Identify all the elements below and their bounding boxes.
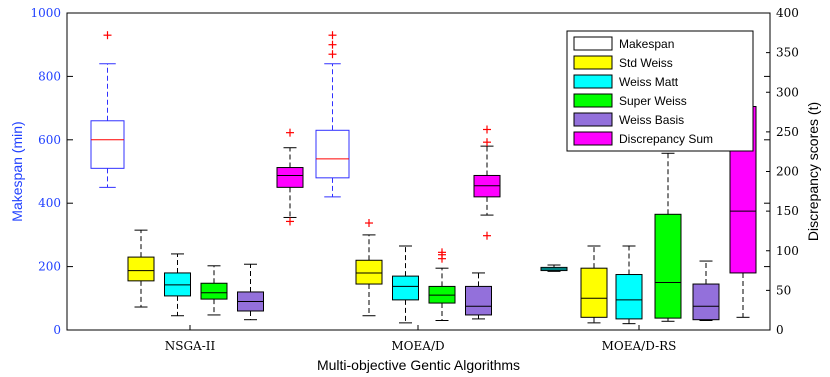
outlier-marker xyxy=(286,128,294,137)
box-super-weiss xyxy=(200,265,228,316)
x-tick-label: MOEA/D-RS xyxy=(602,339,677,353)
y-right-tick-label: 350 xyxy=(776,46,799,60)
y-right-tick-label: 0 xyxy=(776,323,784,337)
legend-swatch xyxy=(573,55,613,70)
y-left-tick-label: 800 xyxy=(38,69,61,83)
outlier-marker xyxy=(438,248,446,257)
box-body xyxy=(392,275,419,301)
x-axis-label: Multi-objective Gentic Algorithms xyxy=(317,357,520,373)
legend-label: Std Weiss xyxy=(619,56,673,70)
box-weiss-matt xyxy=(615,245,643,325)
legend: Makespan Std Weiss Weiss Matt Super Weiss We… xyxy=(566,30,754,152)
box-super-weiss xyxy=(654,152,682,322)
outlier-marker xyxy=(483,125,491,134)
box-weiss-basis xyxy=(692,260,720,321)
y-right-tick-label: 150 xyxy=(776,204,799,218)
legend-label: Weiss Matt xyxy=(619,75,679,89)
box-weiss-matt xyxy=(164,253,191,317)
box-discrepancy-sum xyxy=(473,125,501,240)
y-axis-right-label: Discrepancy scores (t) xyxy=(805,102,821,241)
y-left-tick-label: 600 xyxy=(38,133,61,147)
outlier-marker xyxy=(483,138,491,147)
outlier-marker xyxy=(328,40,337,49)
box-body xyxy=(127,256,155,282)
x-tick-label: NSGA-II xyxy=(165,339,216,353)
plot-area xyxy=(90,31,757,325)
box-body xyxy=(355,259,383,285)
box-weiss-matt xyxy=(540,264,568,272)
box-body xyxy=(615,274,643,320)
legend-label: Makespan xyxy=(619,37,674,51)
x-tick-label: MOEA/D xyxy=(391,339,444,353)
legend-swatch xyxy=(573,36,613,51)
box-body xyxy=(90,120,125,169)
outlier-marker xyxy=(483,231,491,240)
y-left-tick-label: 400 xyxy=(38,196,61,210)
outlier-marker xyxy=(286,217,294,226)
box-discrepancy-sum xyxy=(276,128,304,226)
box-std-weiss xyxy=(580,245,608,324)
legend-swatch xyxy=(573,74,613,89)
box-body xyxy=(692,283,720,321)
box-weiss-basis xyxy=(465,272,492,320)
y-right-tick-label: 200 xyxy=(776,165,799,179)
box-body xyxy=(276,167,304,188)
box-weiss-matt xyxy=(392,245,419,324)
box-std-weiss xyxy=(355,219,383,317)
legend-swatch xyxy=(573,112,613,127)
y-right-tick-label: 50 xyxy=(776,283,791,297)
box-body xyxy=(465,285,492,316)
y-axis-left-label: Makespan (min) xyxy=(9,121,25,221)
legend-swatch xyxy=(573,93,613,108)
outlier-marker xyxy=(328,50,337,59)
box-body xyxy=(654,213,682,319)
y-right-tick-label: 400 xyxy=(776,6,799,20)
box-makespan xyxy=(315,31,350,198)
y-left-tick-label: 0 xyxy=(53,323,61,337)
box-weiss-basis xyxy=(237,263,264,321)
axes: 0 200 400 600 800 1000 0 50 100 150 200 250 300 350 40… xyxy=(30,6,798,353)
legend-label: Discrepancy Sum xyxy=(619,132,713,146)
y-right-tick-label: 100 xyxy=(776,244,799,258)
box-body xyxy=(315,129,350,179)
outlier-marker xyxy=(103,31,112,40)
legend-frame xyxy=(566,30,754,152)
y-right-tick-label: 250 xyxy=(776,125,799,139)
y-right-tick-label: 300 xyxy=(776,85,799,99)
box-super-weiss xyxy=(428,248,456,321)
legend-label: Super Weiss xyxy=(619,94,687,108)
y-left-tick-label: 1000 xyxy=(30,6,61,20)
box-std-weiss xyxy=(127,229,155,308)
box-body xyxy=(200,282,228,300)
legend-label: Weiss Basis xyxy=(619,113,684,127)
legend-swatch xyxy=(573,131,613,146)
outlier-marker xyxy=(365,219,373,228)
y-left-tick-label: 200 xyxy=(38,260,61,274)
outlier-marker xyxy=(328,31,337,40)
box-body xyxy=(580,267,608,318)
box-makespan xyxy=(90,31,125,188)
